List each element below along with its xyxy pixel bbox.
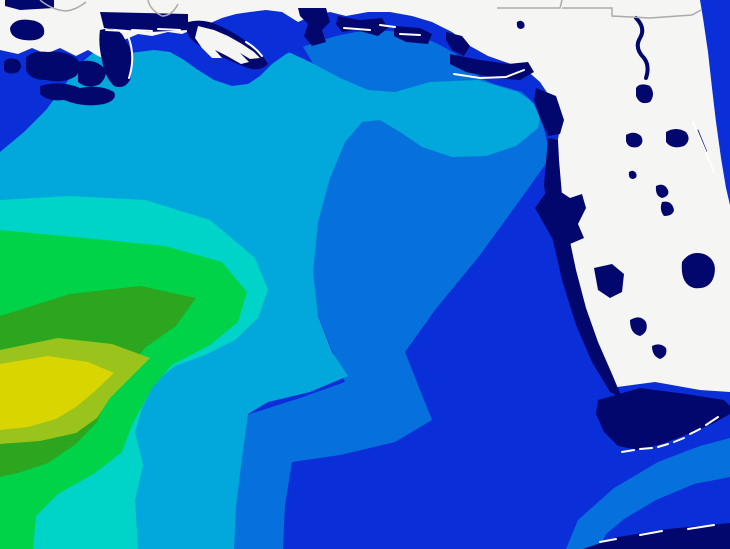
central-lake-b xyxy=(626,132,643,148)
contour-medium-blue-keys-band xyxy=(566,438,730,549)
central-lake-a xyxy=(666,129,689,148)
kissimmee-lake-b xyxy=(660,201,674,216)
south-lake-a xyxy=(630,317,647,336)
cuba-coast-detail xyxy=(599,524,715,543)
tampa-bay xyxy=(535,190,586,244)
lake-george xyxy=(636,84,653,104)
choctawhatchee-barrier xyxy=(399,33,421,36)
pensacola-barrier xyxy=(343,24,396,31)
big-bend-shallows xyxy=(534,88,564,136)
mississippi-alabama-border xyxy=(147,0,179,17)
pensacola-bay xyxy=(336,16,388,36)
florida-west-coast-shallows xyxy=(544,138,622,398)
florida-keys-islands xyxy=(621,416,719,453)
cuba-coast xyxy=(583,523,730,549)
state-boundary-lines xyxy=(39,0,702,19)
florida-georgia-border xyxy=(562,7,702,19)
charlotte-harbor xyxy=(594,264,624,298)
apalachicola-barrier xyxy=(453,69,525,80)
inland-lake-north xyxy=(10,19,45,41)
louisiana-mississippi-border xyxy=(39,0,87,12)
kissimmee-lake-a xyxy=(655,184,669,198)
contour-yellow xyxy=(0,356,114,430)
nearshore-royal-band xyxy=(0,0,566,175)
mississippi-sound-islands xyxy=(105,28,181,32)
barrier-islands xyxy=(105,24,719,543)
small-lake-west xyxy=(4,58,21,74)
chandeleur-islands xyxy=(127,35,134,79)
lake-okeechobee xyxy=(681,253,715,289)
louisiana-marsh xyxy=(40,83,115,106)
south-florida-everglades xyxy=(596,388,730,450)
delta-coast-detail xyxy=(245,41,263,57)
east-florida-barrier xyxy=(692,121,715,173)
chandeleur-sound xyxy=(99,28,132,88)
navy-coastal-features xyxy=(4,0,730,549)
lake-borgne xyxy=(78,60,106,87)
st-johns-river xyxy=(634,16,650,80)
mississippi-sound xyxy=(100,12,188,32)
st-andrew-bay xyxy=(446,32,470,56)
lake-pontchartrain xyxy=(26,51,80,82)
mobile-bay xyxy=(298,8,330,46)
south-lake-b xyxy=(652,344,667,359)
alabama-georgia-border xyxy=(497,0,563,9)
mississippi-delta xyxy=(195,26,260,64)
top-edge-lake xyxy=(5,0,54,10)
